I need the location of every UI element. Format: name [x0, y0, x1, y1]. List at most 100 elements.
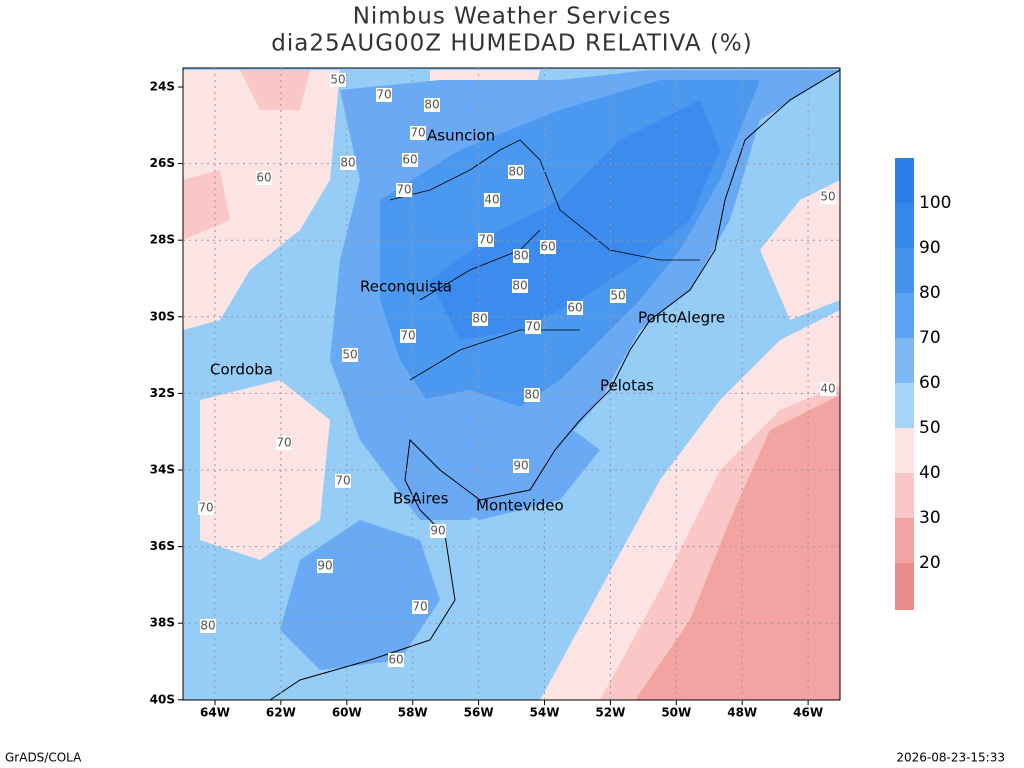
- contour-label-bg: [388, 653, 404, 667]
- city-label: Asuncion: [427, 127, 495, 145]
- colorbar-swatch: [895, 428, 914, 473]
- contour-label: 70: [525, 320, 540, 334]
- city-label: Reconquista: [360, 278, 452, 296]
- contour-label: 60: [567, 301, 582, 315]
- contour-label: 80: [513, 249, 528, 263]
- map-frame: [182, 67, 841, 701]
- contour-label-bg: [402, 153, 418, 167]
- contour-label: 40: [820, 382, 835, 396]
- colorbar-label: 50: [919, 418, 941, 438]
- contour-label-bg: [567, 301, 583, 315]
- lat-label: 32S: [150, 386, 175, 400]
- colorbar-label: 60: [919, 373, 941, 393]
- contour-label: 80: [340, 156, 355, 170]
- lat-label: 24S: [150, 80, 175, 94]
- contour-label-bg: [412, 600, 428, 614]
- lon-label: 46W: [793, 706, 823, 720]
- lon-label: 56W: [464, 706, 494, 720]
- contour-label: 80: [472, 312, 487, 326]
- contour-label-bg: [540, 240, 556, 254]
- lat-label: 36S: [150, 539, 175, 553]
- colorbar-swatch: [895, 248, 914, 293]
- contour-label: 80: [424, 98, 439, 112]
- contour-label-bg: [317, 559, 333, 573]
- lat-label: 28S: [150, 233, 175, 247]
- title: Nimbus Weather Services: [353, 4, 672, 30]
- contour-label-bg: [256, 171, 272, 185]
- colorbar-label: 90: [919, 238, 941, 258]
- lon-label: 54W: [530, 706, 560, 720]
- colorbar-swatch: [895, 338, 914, 383]
- contour-label: 60: [256, 171, 271, 185]
- contour-label: 70: [335, 474, 350, 488]
- contour-label: 70: [396, 183, 411, 197]
- contour-label-bg: [400, 329, 416, 343]
- lat-label: 38S: [150, 616, 175, 630]
- city-label: BsAires: [393, 490, 449, 508]
- colorbar-label: 40: [919, 463, 941, 483]
- city-label: Cordoba: [210, 361, 273, 379]
- lat-label: 40S: [150, 692, 175, 706]
- contour-label: 50: [820, 190, 835, 204]
- contour-label-bg: [525, 320, 541, 334]
- contour-label: 70: [412, 600, 427, 614]
- contour-label: 80: [512, 279, 527, 293]
- colorbar-label: 100: [919, 193, 951, 213]
- contour-label-bg: [513, 459, 529, 473]
- contour-label-bg: [424, 98, 440, 112]
- subtitle: dia25AUG00Z HUMEDAD RELATIVA (%): [271, 31, 752, 57]
- contour-label: 90: [513, 459, 528, 473]
- lon-label: 48W: [727, 706, 757, 720]
- colorbar-swatch: [895, 563, 914, 610]
- contour-label: 50: [330, 73, 345, 87]
- contour-label-bg: [430, 524, 446, 538]
- contour-label: 70: [410, 126, 425, 140]
- contour-label: 80: [524, 388, 539, 402]
- colorbar-swatch: [895, 293, 914, 338]
- contour-label: 60: [402, 153, 417, 167]
- footer-left: GrADS/COLA: [5, 751, 82, 765]
- contour-label: 80: [200, 619, 215, 633]
- lon-label: 62W: [266, 706, 296, 720]
- colorbar-swatch: [895, 203, 914, 248]
- contour-label-bg: [198, 501, 214, 515]
- lon-label: 60W: [332, 706, 362, 720]
- contour-label-bg: [200, 619, 216, 633]
- contour-label-bg: [335, 474, 351, 488]
- contour-label: 60: [540, 240, 555, 254]
- city-label: Pelotas: [600, 377, 654, 395]
- contour-label-bg: [513, 249, 529, 263]
- lon-label: 58W: [398, 706, 428, 720]
- contour-label: 70: [400, 329, 415, 343]
- city-label: PortoAlegre: [638, 309, 725, 327]
- contour-label: 50: [610, 289, 625, 303]
- contour-label-bg: [376, 88, 392, 102]
- lat-label: 34S: [150, 463, 175, 477]
- contour-label-bg: [340, 156, 356, 170]
- lat-label: 26S: [150, 156, 175, 170]
- lon-label: 64W: [200, 706, 230, 720]
- contour-label: 70: [276, 436, 291, 450]
- lon-label: 52W: [595, 706, 625, 720]
- colorbar-label: 20: [919, 553, 941, 573]
- contour-label: 70: [376, 88, 391, 102]
- contour-label: 40: [484, 193, 499, 207]
- colorbar-swatch: [895, 383, 914, 428]
- map-field: [183, 68, 840, 700]
- contour-label-bg: [342, 348, 358, 362]
- colorbar-swatch: [895, 518, 914, 563]
- lon-label: 50W: [661, 706, 691, 720]
- contour-label-bg: [276, 436, 292, 450]
- contour-label-bg: [478, 233, 494, 247]
- contour-label-bg: [512, 279, 528, 293]
- colorbar-label: 80: [919, 283, 941, 303]
- contour-label: 50: [342, 348, 357, 362]
- contour-label-bg: [410, 126, 426, 140]
- contour-label-bg: [484, 193, 500, 207]
- contour-label: 70: [198, 501, 213, 515]
- contour-label-bg: [330, 73, 346, 87]
- contour-label: 60: [388, 653, 403, 667]
- contour-label-bg: [524, 388, 540, 402]
- footer-right: 2026-08-23-15:33: [896, 751, 1005, 765]
